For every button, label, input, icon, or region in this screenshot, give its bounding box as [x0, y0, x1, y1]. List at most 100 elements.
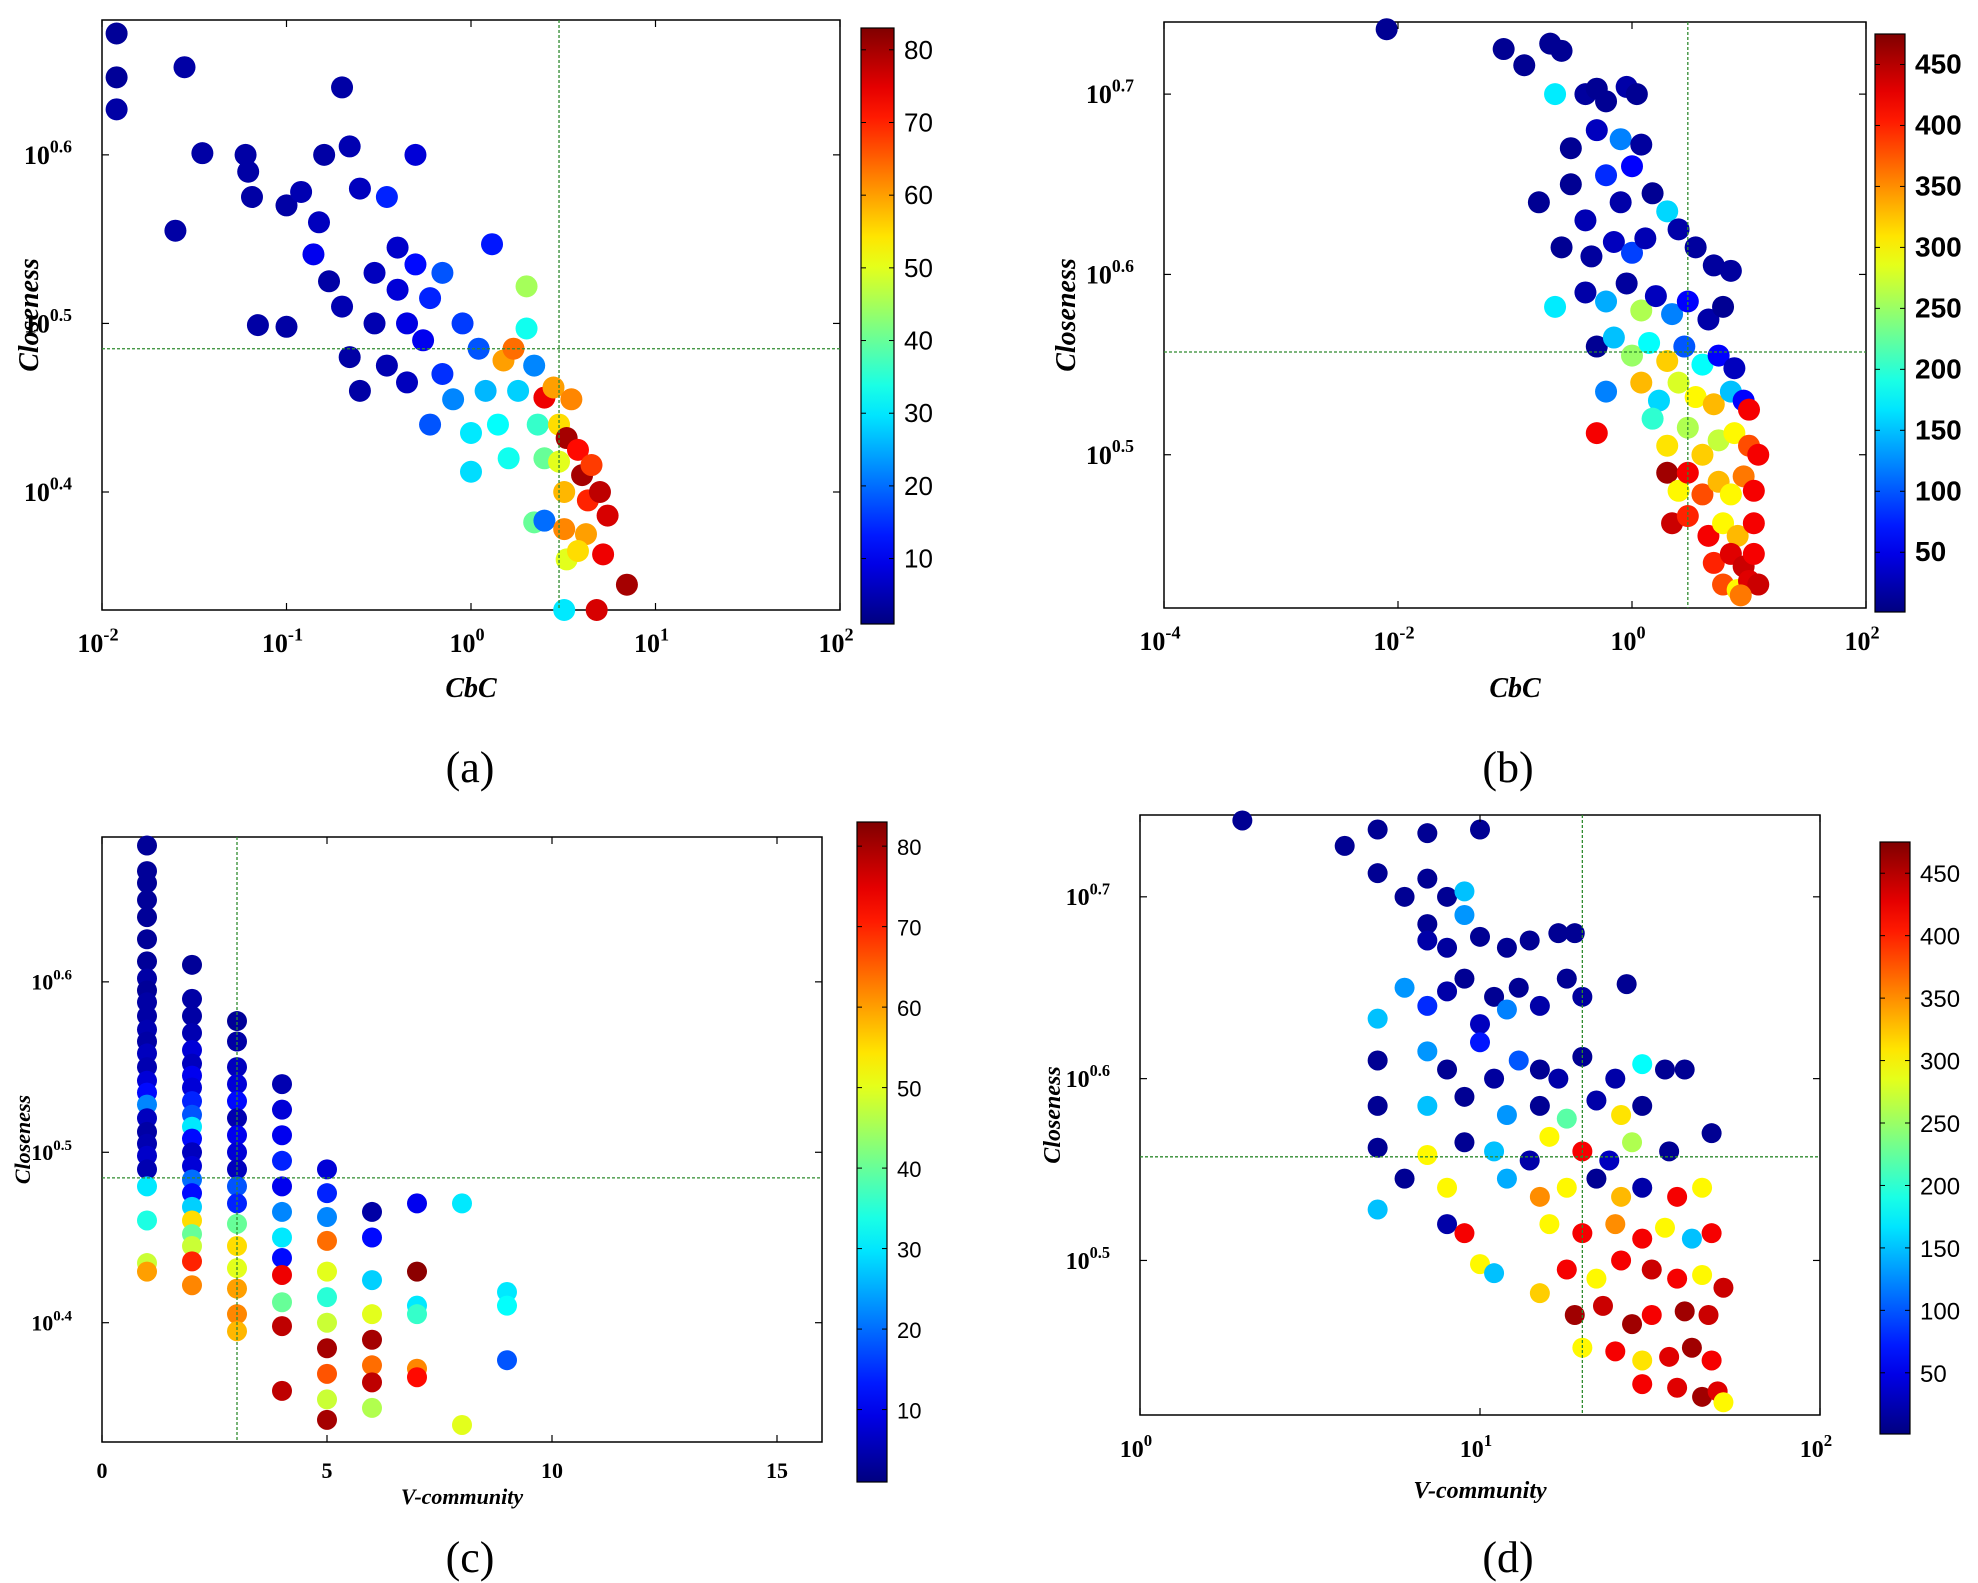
- colorbar-tick-label: 30: [904, 398, 933, 428]
- data-point: [1548, 923, 1569, 944]
- data-point: [1375, 18, 1398, 41]
- data-point: [1707, 344, 1730, 367]
- data-point: [1676, 290, 1699, 313]
- data-point: [331, 76, 354, 99]
- x-tick-label: 10-2: [77, 624, 118, 658]
- data-point: [1367, 863, 1388, 884]
- data-point: [1574, 281, 1597, 304]
- x-tick-label: 102: [1844, 622, 1879, 656]
- colorbar-tick-label: 400: [1920, 924, 1960, 951]
- data-point: [412, 329, 435, 352]
- data-point: [348, 379, 371, 402]
- data-point: [1559, 137, 1582, 160]
- data-point: [362, 1372, 382, 1393]
- data-point: [137, 873, 157, 894]
- data-point: [1729, 584, 1752, 607]
- panel-label: (b): [1482, 743, 1533, 792]
- data-point: [1519, 930, 1540, 951]
- data-point: [1605, 1341, 1626, 1362]
- data-point: [507, 379, 530, 402]
- data-point: [1681, 1228, 1702, 1249]
- data-point: [1556, 968, 1577, 989]
- y-tick-label: 100.6: [24, 136, 72, 170]
- data-point: [1599, 1150, 1620, 1171]
- colorbar-tick-label: 300: [1915, 231, 1962, 262]
- data-point: [317, 1183, 337, 1204]
- data-point: [1644, 285, 1667, 308]
- data-point: [272, 1201, 292, 1222]
- data-point: [1539, 1214, 1560, 1235]
- data-point: [275, 315, 298, 338]
- data-point: [375, 354, 398, 377]
- data-point: [1742, 542, 1765, 565]
- data-point: [1747, 573, 1770, 596]
- colorbar-tick-label: 70: [904, 107, 933, 137]
- data-point: [1684, 236, 1707, 259]
- data-point: [1586, 1168, 1607, 1189]
- data-point: [452, 1193, 472, 1214]
- data-point: [1674, 1301, 1695, 1322]
- data-point: [182, 1005, 202, 1026]
- x-tick-label: 101: [634, 624, 669, 658]
- data-point: [1496, 1105, 1517, 1125]
- colorbar: [860, 27, 895, 625]
- data-point: [1539, 1126, 1560, 1147]
- data-point: [1701, 1123, 1722, 1144]
- x-tick-label: 10: [541, 1458, 563, 1483]
- data-point: [1417, 930, 1438, 951]
- data-point: [419, 413, 442, 436]
- data-point: [1454, 1132, 1475, 1153]
- data-point: [1585, 422, 1608, 445]
- data-point: [317, 1363, 337, 1384]
- data-point: [1667, 218, 1690, 241]
- data-point: [307, 211, 330, 234]
- data-point: [1367, 819, 1388, 840]
- data-point: [396, 371, 419, 394]
- data-point: [407, 1261, 427, 1282]
- data-point: [585, 599, 608, 621]
- y-tick-label: 100.6: [31, 968, 72, 995]
- data-point: [317, 1338, 337, 1359]
- plot-area: [101, 836, 823, 1443]
- colorbar-tick-label: 50: [1915, 536, 1946, 567]
- data-point: [1698, 1305, 1719, 1325]
- y-tick-label: 100.5: [1086, 436, 1134, 470]
- data-point: [1621, 241, 1643, 264]
- data-point: [1691, 443, 1714, 466]
- data-point: [1454, 905, 1475, 925]
- data-point: [272, 1316, 292, 1337]
- data-point: [460, 460, 482, 483]
- data-point: [431, 363, 454, 385]
- data-point: [1656, 200, 1679, 223]
- data-point: [363, 261, 386, 284]
- data-point: [1367, 1137, 1388, 1158]
- data-point: [1572, 1223, 1593, 1244]
- data-point: [137, 907, 157, 928]
- data-point: [105, 22, 128, 45]
- colorbar-tick-label: 50: [897, 1077, 921, 1102]
- colorbar: [856, 821, 888, 1483]
- data-point: [497, 447, 520, 470]
- data-point: [1656, 349, 1679, 372]
- data-point: [1574, 209, 1597, 232]
- data-point: [1529, 995, 1550, 1016]
- data-point: [1691, 483, 1714, 506]
- data-point: [615, 573, 638, 596]
- colorbar-tick-label: 150: [1915, 414, 1962, 445]
- data-point: [1437, 981, 1458, 1002]
- data-point: [1723, 422, 1746, 445]
- data-point: [272, 1247, 292, 1268]
- data-point: [1692, 1177, 1713, 1198]
- data-point: [1712, 512, 1735, 535]
- x-tick-label: 0: [97, 1458, 108, 1483]
- colorbar-tick-label: 100: [1920, 1298, 1960, 1325]
- colorbar-tick-label: 50: [1920, 1361, 1947, 1388]
- x-tick-label: 10-1: [262, 624, 303, 658]
- data-point: [396, 312, 419, 335]
- data-point: [1630, 371, 1653, 394]
- data-point: [1529, 1283, 1550, 1304]
- x-tick-label: 15: [766, 1458, 788, 1483]
- data-point: [272, 1150, 292, 1171]
- data-point: [1647, 389, 1670, 412]
- data-point: [1417, 1095, 1438, 1116]
